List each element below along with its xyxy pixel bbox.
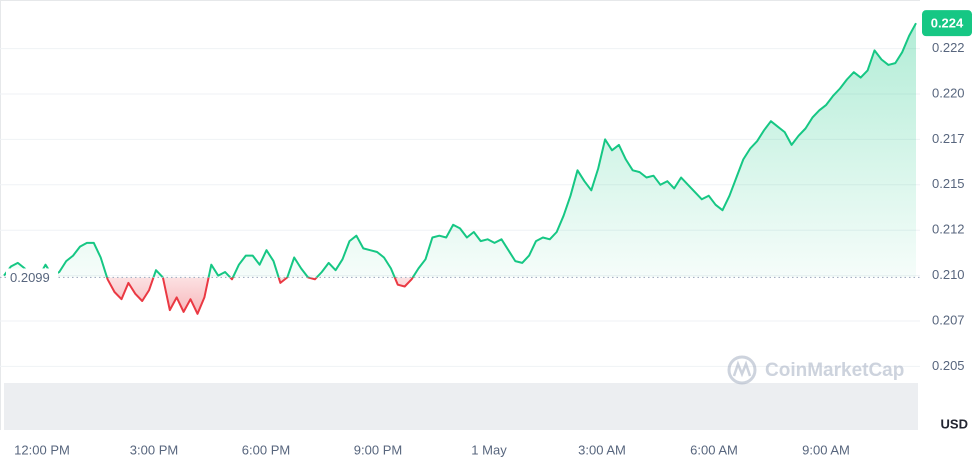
watermark-text: CoinMarketCap: [765, 360, 904, 381]
y-tick-label: 0.222: [932, 40, 965, 55]
y-tick-label: 0.207: [932, 312, 965, 327]
watermark-logo: [732, 360, 752, 378]
y-tick-label: 0.220: [932, 85, 965, 100]
current-price-label: 0.224: [931, 16, 964, 31]
y-tick-label: 0.210: [932, 267, 965, 282]
currency-label: USD: [941, 416, 968, 431]
current-price-badge: [922, 10, 972, 37]
watermark: CoinMarketCap: [727, 355, 904, 385]
baseline-label-bg: [6, 268, 58, 287]
x-tick-label: 9:00 AM: [802, 442, 850, 457]
price-line: [3, 22, 917, 315]
watermark-logo: [727, 355, 757, 385]
x-tick-label: 1 May: [471, 442, 507, 457]
x-tick-label: 3:00 PM: [130, 442, 178, 457]
x-tick-label: 3:00 AM: [578, 442, 626, 457]
y-tick-label: 0.215: [932, 176, 965, 191]
y-tick-label: 0.205: [932, 358, 965, 373]
x-tick-label: 6:00 AM: [690, 442, 738, 457]
x-tick-label: 9:00 PM: [354, 442, 402, 457]
y-tick-label: 0.217: [932, 131, 965, 146]
volume-band: [4, 383, 918, 430]
x-tick-label: 6:00 PM: [242, 442, 290, 457]
baseline-label: 0.2099: [10, 270, 50, 285]
y-tick-label: 0.212: [932, 222, 965, 237]
price-area: [4, 23, 916, 314]
x-tick-label: 12:00 PM: [14, 442, 70, 457]
